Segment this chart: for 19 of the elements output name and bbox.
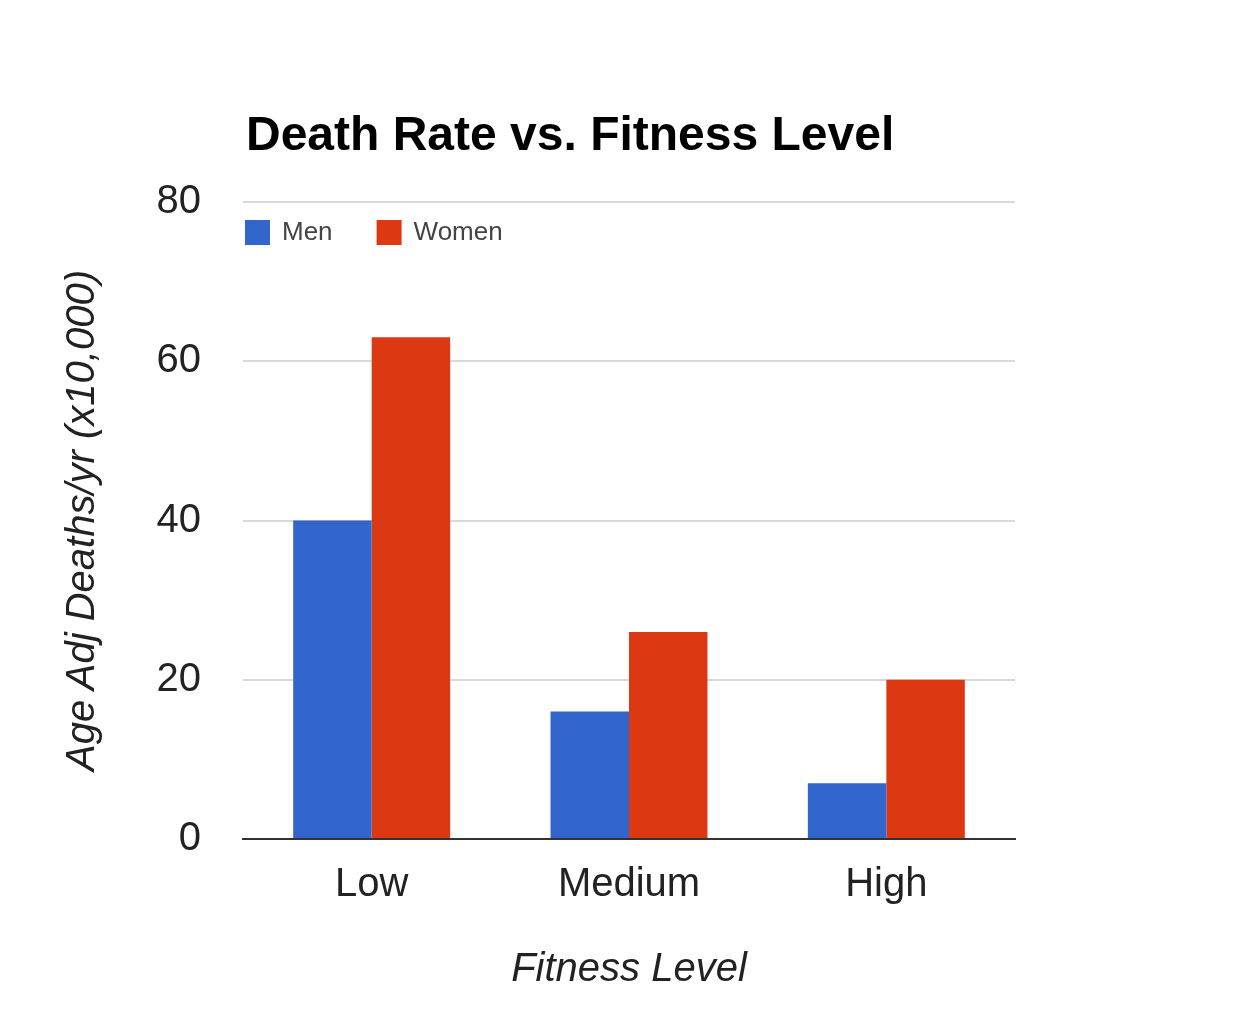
y-tick-label: 0 <box>178 814 201 859</box>
bar <box>293 520 372 838</box>
y-tick-label: 60 <box>156 336 201 381</box>
x-tick-label: Low <box>334 860 409 905</box>
bar <box>807 783 887 838</box>
legend-label: Men <box>282 215 333 246</box>
x-tick-label: Medium <box>557 860 701 905</box>
y-axis-title: Age Adj Deaths/yr (x10,000) <box>58 270 103 773</box>
bar <box>886 679 965 838</box>
x-tick-label: High <box>845 860 928 905</box>
bar <box>371 337 451 838</box>
legend-label: Women <box>413 215 503 246</box>
bar <box>550 711 629 838</box>
x-axis-title: Fitness Level <box>511 945 748 990</box>
chart-title: Death Rate vs. Fitness Level <box>246 107 895 160</box>
y-tick-label: 40 <box>156 495 201 540</box>
y-tick-label: 80 <box>156 177 201 222</box>
y-tick-label: 20 <box>156 654 201 699</box>
bar <box>629 631 708 838</box>
